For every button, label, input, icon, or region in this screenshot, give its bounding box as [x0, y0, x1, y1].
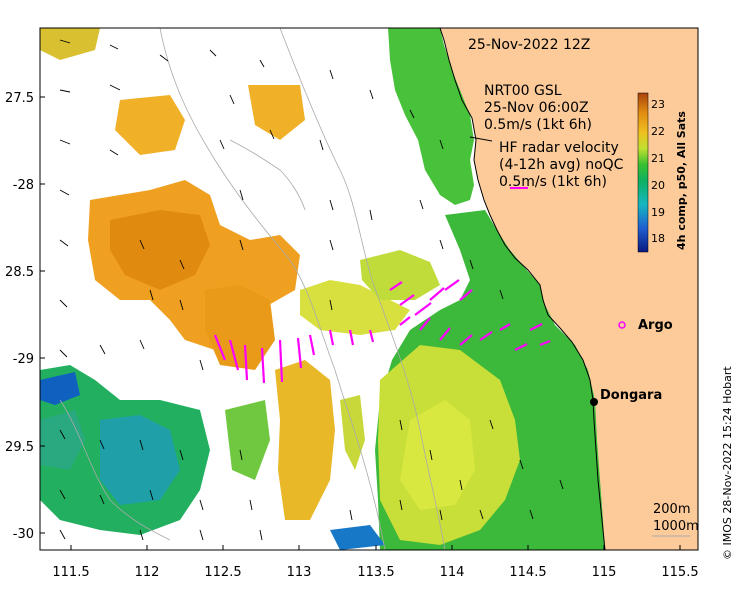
colorbar-tick: 21: [651, 152, 665, 165]
x-tick-label: 115.5: [661, 565, 698, 580]
hf-radar-velocity-arrows: [213, 279, 551, 384]
axis-ticks: [40, 96, 681, 550]
x-tick-label: 114.5: [509, 565, 546, 580]
y-tick-label: -28: [13, 178, 34, 193]
colorbar-tick: 19: [651, 206, 665, 219]
coastline: [439, 27, 606, 551]
x-tick-label: 113.5: [357, 565, 394, 580]
radar-legend-line: HF radar velocity: [499, 140, 619, 156]
y-tick-label: 29.5: [5, 440, 34, 455]
y-tick-label: -30: [13, 527, 34, 542]
colorbar-gradient: [637, 92, 649, 253]
bathymetry-contours: [59, 28, 446, 550]
dongara-marker: [590, 398, 598, 406]
radar-legend: HF radar velocity (4-12h avg) noQC 0.5m/…: [499, 140, 624, 190]
sst-colorbar: 23 22 21 20 19 18 4h comp, p50, All Sats: [637, 92, 688, 253]
x-axis-labels: 111.5 112 112.5 113 113.5 114 114.5 115 …: [52, 565, 698, 580]
credit-text: © IMOS 28-Nov-2022 15:24 Hobart: [721, 366, 734, 560]
x-tick-label: 111.5: [52, 565, 89, 580]
radar-legend-line: (4-12h avg) noQC: [499, 157, 624, 173]
radar-legend-line: 0.5m/s (1kt 6h): [499, 174, 607, 190]
x-tick-label: 113: [287, 565, 312, 580]
argo-label: Argo: [638, 318, 673, 333]
colorbar-title: 4h comp, p50, All Sats: [675, 111, 688, 250]
model-legend-line: 0.5m/s (1kt 6h): [484, 117, 592, 133]
colorbar-tick: 20: [651, 179, 665, 192]
plot-frame: [39, 27, 699, 551]
land-mass: [440, 28, 698, 550]
colorbar-tick: 22: [651, 125, 665, 138]
contour-legend-label: 200m: [653, 502, 690, 517]
y-axis-labels: 27.5 -28 28.5 -29 29.5 -30: [5, 91, 34, 542]
y-tick-label: -29: [13, 352, 34, 367]
x-tick-label: 115: [592, 565, 617, 580]
argo-marker: [618, 321, 626, 329]
x-tick-label: 112: [135, 565, 160, 580]
model-velocity-arrows: [59, 39, 564, 541]
contour-legend-label: 1000m: [653, 519, 699, 534]
model-legend-line: 25-Nov 06:00Z: [484, 100, 589, 116]
x-tick-label: 114: [440, 565, 465, 580]
contour-legend: 200m 1000m: [652, 502, 699, 537]
colorbar-tick: 23: [651, 98, 665, 111]
model-legend: NRT00 GSL 25-Nov 06:00Z 0.5m/s (1kt 6h): [469, 83, 592, 142]
y-tick-label: 28.5: [5, 265, 34, 280]
x-tick-label: 112.5: [204, 565, 241, 580]
map-title: 25-Nov-2022 12Z: [468, 37, 590, 53]
colorbar-tick: 18: [651, 232, 665, 245]
model-legend-arrow: [469, 136, 493, 142]
y-tick-label: 27.5: [5, 91, 34, 106]
model-legend-line: NRT00 GSL: [484, 83, 562, 99]
dongara-label: Dongara: [600, 388, 662, 403]
